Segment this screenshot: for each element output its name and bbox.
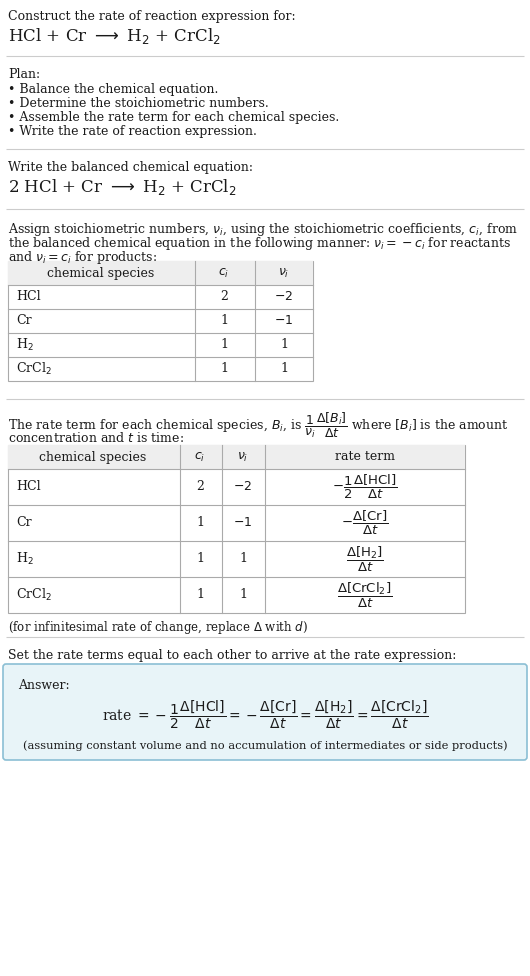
Text: $-1$: $-1$ [233,516,253,530]
Text: 2: 2 [220,291,228,304]
Text: the balanced chemical equation in the following manner: $\nu_i = -c_i$ for react: the balanced chemical equation in the fo… [8,235,511,252]
Text: Assign stoichiometric numbers, $\nu_i$, using the stoichiometric coefficients, $: Assign stoichiometric numbers, $\nu_i$, … [8,221,518,238]
Text: Cr: Cr [16,314,32,328]
Text: 1: 1 [220,362,228,376]
Text: $\dfrac{\Delta[\mathrm{H_2}]}{\Delta t}$: $\dfrac{\Delta[\mathrm{H_2}]}{\Delta t}$ [346,545,384,574]
Text: $-\dfrac{1}{2}\dfrac{\Delta[\mathrm{HCl}]}{\Delta t}$: $-\dfrac{1}{2}\dfrac{\Delta[\mathrm{HCl}… [332,473,398,501]
Bar [8,261,313,285]
FancyBboxPatch shape [3,664,527,760]
Text: Set the rate terms equal to each other to arrive at the rate expression:: Set the rate terms equal to each other t… [8,649,456,662]
Text: $-1$: $-1$ [275,314,294,328]
Text: 1: 1 [196,516,204,530]
Text: Cr: Cr [16,516,32,530]
Text: (assuming constant volume and no accumulation of intermediates or side products): (assuming constant volume and no accumul… [23,741,507,751]
Text: $-2$: $-2$ [275,291,294,304]
Bar [8,261,313,381]
Text: • Determine the stoichiometric numbers.: • Determine the stoichiometric numbers. [8,97,269,110]
Text: Plan:: Plan: [8,68,40,81]
Text: $\dfrac{\Delta[\mathrm{CrCl_2}]}{\Delta t}$: $\dfrac{\Delta[\mathrm{CrCl_2}]}{\Delta … [337,581,393,610]
Text: Construct the rate of reaction expression for:: Construct the rate of reaction expressio… [8,10,296,23]
Text: rate $= -\dfrac{1}{2}\dfrac{\Delta[\mathrm{HCl}]}{\Delta t} = -\dfrac{\Delta[\ma: rate $= -\dfrac{1}{2}\dfrac{\Delta[\math… [102,699,428,731]
Text: 1: 1 [196,552,204,565]
Text: 1: 1 [280,362,288,376]
Text: HCl: HCl [16,480,41,494]
Text: CrCl$_2$: CrCl$_2$ [16,361,52,377]
Text: 2: 2 [196,480,204,494]
Text: 1: 1 [196,589,204,601]
Text: (for infinitesimal rate of change, replace $\Delta$ with $d$): (for infinitesimal rate of change, repla… [8,619,308,636]
Text: HCl: HCl [16,291,41,304]
Text: rate term: rate term [335,451,395,464]
Text: • Write the rate of reaction expression.: • Write the rate of reaction expression. [8,125,257,138]
Text: 2 HCl + Cr $\longrightarrow$ H$_2$ + CrCl$_2$: 2 HCl + Cr $\longrightarrow$ H$_2$ + CrC… [8,177,237,197]
Text: $-\dfrac{\Delta[\mathrm{Cr}]}{\Delta t}$: $-\dfrac{\Delta[\mathrm{Cr}]}{\Delta t}$ [341,508,388,537]
Text: $c_i$: $c_i$ [195,451,206,464]
Text: H$_2$: H$_2$ [16,550,33,567]
Text: chemical species: chemical species [39,451,147,464]
Text: $\nu_i$: $\nu_i$ [278,266,290,279]
Text: concentration and $t$ is time:: concentration and $t$ is time: [8,431,184,445]
Text: 1: 1 [220,339,228,351]
Text: and $\nu_i = c_i$ for products:: and $\nu_i = c_i$ for products: [8,249,157,266]
Text: $\nu_i$: $\nu_i$ [237,451,249,464]
Text: Write the balanced chemical equation:: Write the balanced chemical equation: [8,161,253,174]
Text: $-2$: $-2$ [233,480,253,494]
Text: CrCl$_2$: CrCl$_2$ [16,587,52,603]
Bar [8,445,465,613]
Text: HCl + Cr $\longrightarrow$ H$_2$ + CrCl$_2$: HCl + Cr $\longrightarrow$ H$_2$ + CrCl$… [8,26,221,46]
Text: • Assemble the rate term for each chemical species.: • Assemble the rate term for each chemic… [8,111,339,124]
Text: 1: 1 [239,589,247,601]
Text: The rate term for each chemical species, $B_i$, is $\dfrac{1}{\nu_i}\dfrac{\Delt: The rate term for each chemical species,… [8,411,509,440]
Text: 1: 1 [220,314,228,328]
Text: 1: 1 [280,339,288,351]
Text: H$_2$: H$_2$ [16,337,33,353]
Text: 1: 1 [239,552,247,565]
Bar [8,445,465,469]
Text: chemical species: chemical species [47,266,154,279]
Text: $c_i$: $c_i$ [218,266,229,279]
Text: • Balance the chemical equation.: • Balance the chemical equation. [8,83,218,96]
Text: Answer:: Answer: [18,679,69,692]
